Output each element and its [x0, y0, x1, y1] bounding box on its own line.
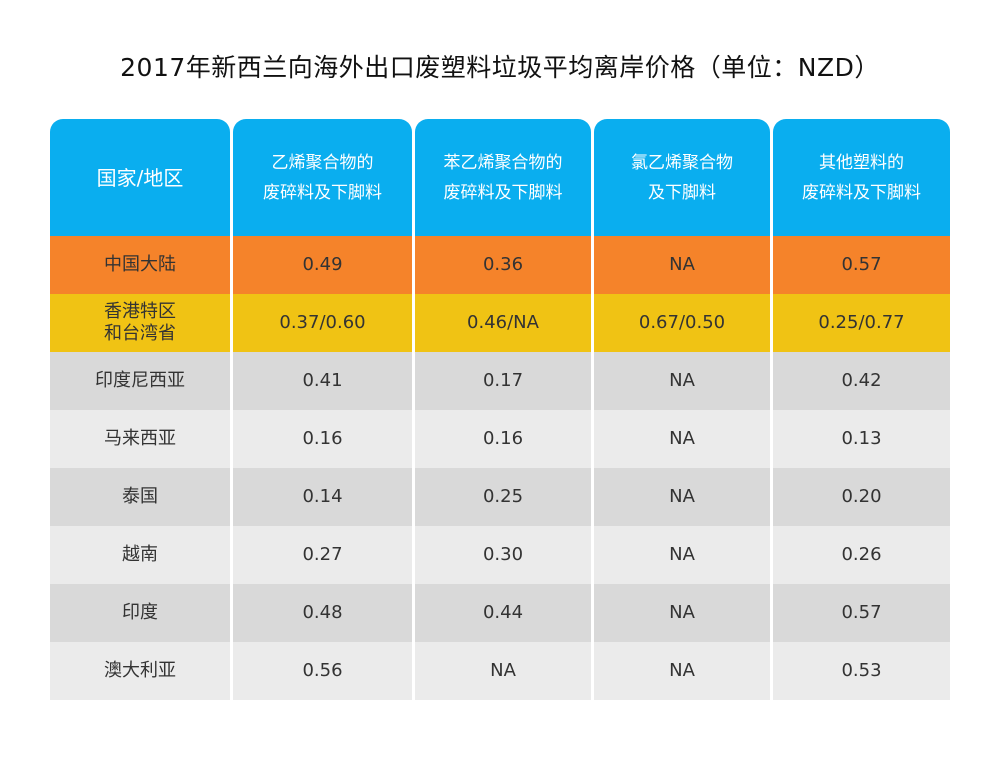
cell-text: 泰国 — [122, 486, 158, 507]
table-header-row: 国家/地区 乙烯聚合物的 废碎料及下脚料 苯乙烯聚合物的 废碎料及下脚料 氯乙烯… — [50, 119, 950, 236]
price-cell: 0.44 — [412, 584, 591, 642]
cell-text: 0.46/NA — [467, 312, 539, 333]
price-cell: NA — [591, 352, 770, 410]
cell-text: 0.26 — [841, 544, 882, 565]
price-cell: NA — [591, 642, 770, 700]
price-cell: 0.57 — [770, 236, 950, 294]
price-cell: NA — [591, 236, 770, 294]
price-cell: NA — [591, 468, 770, 526]
price-cell: 0.26 — [770, 526, 950, 584]
price-cell: 0.25 — [412, 468, 591, 526]
cell-text: 马来西亚 — [104, 428, 176, 449]
header-cell-vinyl-chloride: 氯乙烯聚合物 及下脚料 — [594, 119, 770, 236]
price-cell: NA — [591, 584, 770, 642]
table-row: 越南 0.27 0.30 NA 0.26 — [50, 526, 950, 584]
price-cell: NA — [591, 526, 770, 584]
region-cell: 印度 — [50, 584, 230, 642]
cell-text: 印度 — [122, 602, 158, 623]
cell-text: 0.41 — [302, 370, 343, 391]
cell-text: 0.17 — [482, 370, 524, 391]
region-cell: 泰国 — [50, 468, 230, 526]
cell-text: NA — [669, 254, 695, 275]
price-cell: 0.67/0.50 — [591, 294, 770, 352]
cell-text: 0.67/0.50 — [638, 312, 726, 333]
cell-text: 0.44 — [482, 602, 524, 623]
cell-text: 0.53 — [841, 660, 882, 681]
header-cell-styrene: 苯乙烯聚合物的 废碎料及下脚料 — [415, 119, 591, 236]
price-cell: 0.46/NA — [412, 294, 591, 352]
price-cell: 0.25/0.77 — [770, 294, 950, 352]
cell-text: 0.16 — [482, 428, 524, 449]
price-cell: 0.36 — [412, 236, 591, 294]
table-row: 印度 0.48 0.44 NA 0.57 — [50, 584, 950, 642]
cell-text: 0.37/0.60 — [279, 312, 366, 333]
price-cell: 0.49 — [230, 236, 412, 294]
price-cell: NA — [412, 642, 591, 700]
price-cell: 0.17 — [412, 352, 591, 410]
price-cell: 0.13 — [770, 410, 950, 468]
region-cell: 中国大陆 — [50, 236, 230, 294]
cell-text: NA — [669, 428, 695, 449]
region-cell: 越南 — [50, 526, 230, 584]
table-row: 香港特区 和台湾省 0.37/0.60 0.46/NA 0.67/0.50 0.25/0… — [50, 294, 950, 352]
page-title: 2017年新西兰向海外出口废塑料垃圾平均离岸价格（单位：NZD） — [120, 53, 880, 82]
cell-text: NA — [669, 370, 695, 391]
cell-text: 中国大陆 — [104, 254, 176, 275]
price-cell: 0.16 — [230, 410, 412, 468]
cell-text: 澳大利亚 — [104, 660, 176, 681]
header-cell-region: 国家/地区 — [50, 119, 230, 236]
price-cell: 0.48 — [230, 584, 412, 642]
cell-text: 香港特区 和台湾省 — [104, 301, 176, 344]
price-cell: 0.16 — [412, 410, 591, 468]
price-cell: 0.30 — [412, 526, 591, 584]
cell-text: 0.13 — [841, 428, 882, 449]
price-cell: 0.56 — [230, 642, 412, 700]
header-cell-ethylene: 乙烯聚合物的 废碎料及下脚料 — [233, 119, 412, 236]
cell-text: 0.57 — [841, 602, 882, 623]
cell-text: 0.57 — [841, 254, 882, 275]
table-row: 印度尼西亚 0.41 0.17 NA 0.42 — [50, 352, 950, 410]
price-cell: 0.20 — [770, 468, 950, 526]
cell-text: 0.49 — [302, 254, 343, 275]
region-cell: 澳大利亚 — [50, 642, 230, 700]
price-cell: 0.57 — [770, 584, 950, 642]
cell-text: NA — [669, 602, 695, 623]
price-cell: 0.42 — [770, 352, 950, 410]
price-cell: 0.37/0.60 — [230, 294, 412, 352]
region-cell: 香港特区 和台湾省 — [50, 294, 230, 352]
cell-text: 0.27 — [302, 544, 343, 565]
price-table: 国家/地区 乙烯聚合物的 废碎料及下脚料 苯乙烯聚合物的 废碎料及下脚料 氯乙烯… — [50, 119, 950, 700]
cell-text: 0.25/0.77 — [818, 312, 905, 333]
cell-text: 越南 — [122, 544, 158, 565]
price-cell: 0.14 — [230, 468, 412, 526]
region-cell: 马来西亚 — [50, 410, 230, 468]
price-cell: 0.41 — [230, 352, 412, 410]
cell-text: 0.36 — [482, 254, 524, 275]
cell-text: 0.14 — [302, 486, 343, 507]
cell-text: NA — [669, 486, 695, 507]
cell-text: NA — [490, 660, 516, 681]
price-cell: 0.53 — [770, 642, 950, 700]
table-row: 中国大陆 0.49 0.36 NA 0.57 — [50, 236, 950, 294]
price-cell: 0.27 — [230, 526, 412, 584]
region-cell: 印度尼西亚 — [50, 352, 230, 410]
price-cell: NA — [591, 410, 770, 468]
cell-text: NA — [669, 660, 695, 681]
table-row: 马来西亚 0.16 0.16 NA 0.13 — [50, 410, 950, 468]
cell-text: 印度尼西亚 — [95, 370, 185, 391]
cell-text: 0.25 — [482, 486, 524, 507]
cell-text: NA — [669, 544, 695, 565]
cell-text: 0.30 — [482, 544, 524, 565]
table-row: 澳大利亚 0.56 NA NA 0.53 — [50, 642, 950, 700]
header-cell-other-plastics: 其他塑料的 废碎料及下脚料 — [773, 119, 950, 236]
cell-text: 0.20 — [841, 486, 882, 507]
cell-text: 0.56 — [302, 660, 343, 681]
cell-text: 0.48 — [302, 602, 343, 623]
table-row: 泰国 0.14 0.25 NA 0.20 — [50, 468, 950, 526]
cell-text: 0.16 — [302, 428, 343, 449]
cell-text: 0.42 — [841, 370, 882, 391]
